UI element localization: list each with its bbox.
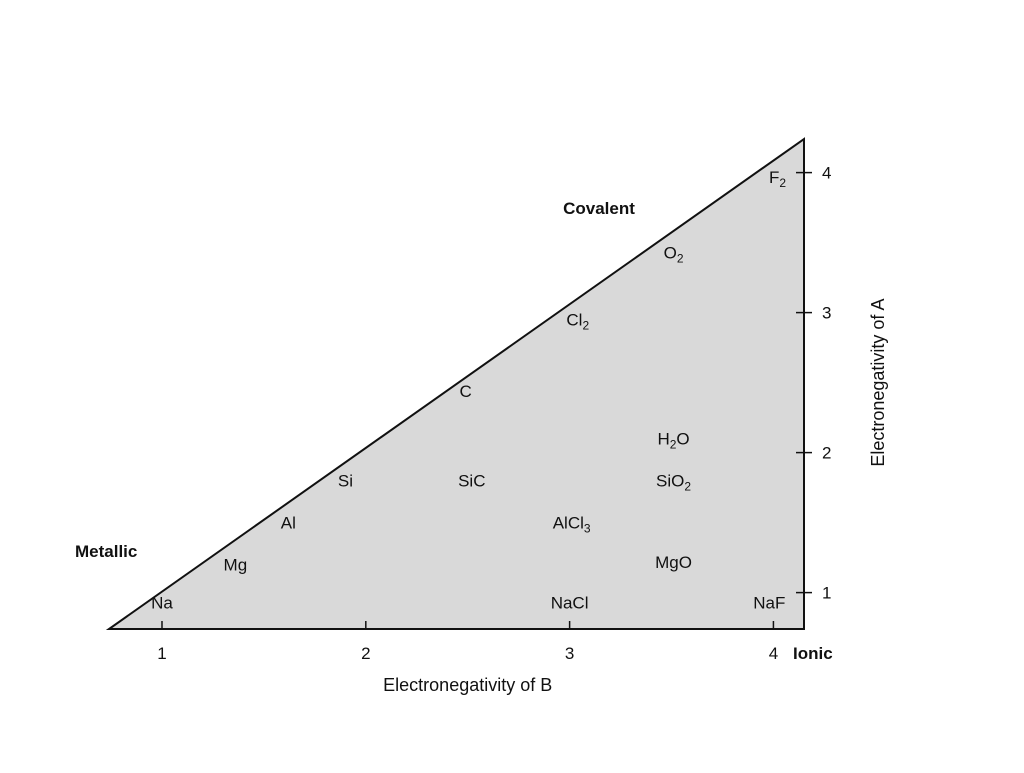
compound-label-al: Al (281, 514, 296, 533)
compound-symbol: Na (151, 593, 173, 612)
y-tick-label: 4 (822, 164, 831, 183)
compound-label-c: C (460, 382, 472, 401)
compound-symbol: Al (281, 514, 296, 533)
x-tick-label: 4 (769, 644, 778, 663)
compound-symbol: Cl (566, 311, 582, 330)
compound-symbol: Mg (224, 556, 248, 575)
compound-symbol: SiO (656, 472, 684, 491)
compound-symbol: O (664, 243, 677, 262)
compound-symbol: NaF (753, 593, 785, 612)
compound-label-mgo: MgO (655, 553, 692, 572)
compound-symbol-suffix: O (676, 430, 689, 449)
compound-label-nacl: NaCl (551, 593, 589, 612)
compound-symbol: Si (338, 472, 353, 491)
compound-label-na: Na (151, 593, 173, 612)
compound-label-o2: O2 (664, 243, 684, 265)
compound-subscript: 2 (582, 319, 589, 333)
y-axis-label: Electronegativity of A (868, 299, 888, 467)
compound-label-alcl3: AlCl3 (553, 514, 591, 536)
compound-label-mg: Mg (224, 556, 248, 575)
compound-label-sio2: SiO2 (656, 472, 691, 494)
y-tick-label: 3 (822, 304, 831, 323)
compound-symbol: F (769, 168, 779, 187)
compound-symbol: AlCl (553, 514, 584, 533)
compound-subscript: 2 (677, 251, 684, 265)
ionic-region-label: Ionic (793, 644, 833, 663)
covalent-region-label: Covalent (563, 199, 635, 218)
compound-symbol: H (657, 430, 669, 449)
compound-subscript: 3 (584, 522, 591, 536)
y-tick-label: 1 (822, 584, 831, 603)
compound-subscript: 2 (684, 480, 691, 494)
x-tick-label: 2 (361, 644, 370, 663)
compound-symbol: C (460, 382, 472, 401)
compound-label-sic: SiC (458, 472, 485, 491)
compound-symbol: NaCl (551, 593, 589, 612)
compound-label-naf: NaF (753, 593, 785, 612)
compound-label-si: Si (338, 472, 353, 491)
metallic-region-label: Metallic (75, 542, 137, 561)
compound-label-cl2: Cl2 (566, 311, 589, 333)
y-tick-label: 2 (822, 444, 831, 463)
x-tick-label: 3 (565, 644, 574, 663)
compound-subscript: 2 (779, 176, 786, 190)
y-axis: 1 2 3 4 (796, 164, 831, 603)
compound-symbol: MgO (655, 553, 692, 572)
x-tick-label: 1 (157, 644, 166, 663)
compound-label-f2: F2 (769, 168, 786, 190)
compound-label-h2o: H2O (657, 430, 689, 452)
x-axis-label: Electronegativity of B (383, 675, 552, 695)
compound-subscript: 2 (670, 438, 677, 452)
compound-symbol: SiC (458, 472, 485, 491)
x-axis: 1 2 3 4 (157, 621, 778, 663)
bonding-triangle (105, 137, 805, 630)
